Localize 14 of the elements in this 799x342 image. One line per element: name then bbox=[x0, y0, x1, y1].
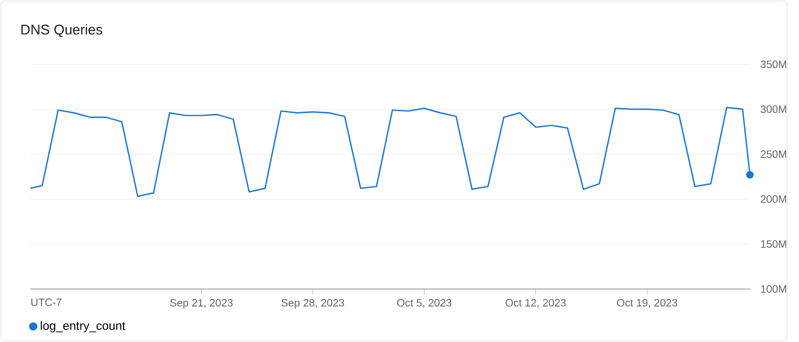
text: UTC-7 bbox=[31, 298, 62, 306]
x-tick-label: Oct 5, 2023 bbox=[397, 299, 452, 308]
y-tick-label: 300M bbox=[760, 105, 786, 113]
x-tick-label: Oct 19, 2023 bbox=[617, 299, 678, 308]
y-tick-label: 200M bbox=[760, 195, 786, 203]
y-tick-label: 350M bbox=[760, 60, 786, 68]
x-tick-label: Sep 28, 2023 bbox=[282, 299, 344, 309]
x-tick-label: Sep 21, 2023 bbox=[170, 299, 233, 309]
y-tick-label: 250M bbox=[760, 150, 786, 158]
y-tick-label: 100M bbox=[761, 285, 786, 293]
legend-label: log_entry_count bbox=[40, 321, 126, 332]
y-tick-label: 150M bbox=[761, 240, 786, 248]
chart-title: DNS Queries bbox=[21, 24, 102, 38]
x-tick-label: Oct 12, 2023 bbox=[506, 299, 566, 308]
